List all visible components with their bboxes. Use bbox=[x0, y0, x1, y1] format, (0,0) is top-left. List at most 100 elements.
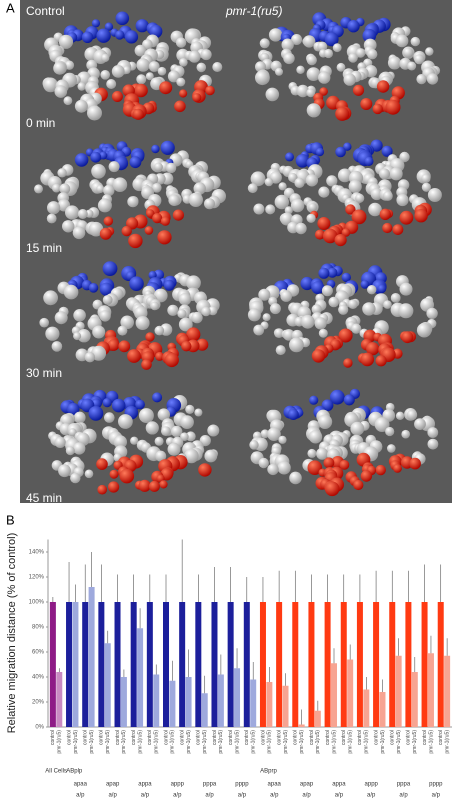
cell bbox=[171, 425, 183, 438]
time-label: 30 min bbox=[26, 366, 62, 380]
cell bbox=[306, 103, 321, 118]
cell bbox=[255, 70, 270, 86]
bar bbox=[217, 674, 224, 727]
cell bbox=[337, 168, 352, 183]
cell bbox=[46, 213, 57, 224]
cell bbox=[96, 458, 108, 470]
cell bbox=[109, 469, 119, 479]
cell bbox=[58, 34, 74, 49]
cell bbox=[314, 317, 327, 330]
cell bbox=[185, 404, 195, 414]
cell bbox=[152, 213, 163, 224]
cell bbox=[155, 351, 165, 361]
lineage-label: ABprp bbox=[260, 769, 277, 775]
x-tick-label: control bbox=[390, 730, 396, 745]
cell bbox=[106, 79, 117, 89]
cell bbox=[353, 479, 364, 491]
x-tick-label: pmr-1(ru5) bbox=[202, 730, 208, 754]
x-tick-label: pmr-1(ru5) bbox=[267, 730, 273, 754]
cell-label: apap bbox=[106, 782, 120, 788]
cell bbox=[249, 440, 259, 450]
cell bbox=[154, 162, 163, 172]
cell-sub-label: a/p bbox=[173, 793, 182, 799]
cell-label: pppa bbox=[397, 782, 411, 788]
cell bbox=[322, 228, 338, 244]
cell bbox=[157, 66, 167, 76]
cell bbox=[421, 173, 431, 184]
cell bbox=[379, 168, 390, 180]
cell bbox=[87, 105, 102, 121]
cell bbox=[300, 276, 314, 291]
cell bbox=[128, 233, 143, 249]
x-tick-label: control bbox=[99, 730, 105, 745]
bar bbox=[120, 677, 127, 727]
cell bbox=[278, 435, 287, 444]
cell bbox=[167, 70, 180, 83]
cell bbox=[191, 311, 203, 324]
time-label: 15 min bbox=[26, 241, 62, 255]
cell-sub-label: a/p bbox=[335, 793, 344, 799]
cell bbox=[151, 144, 160, 154]
cell bbox=[383, 300, 392, 309]
cell bbox=[91, 19, 100, 28]
x-tick-label: control bbox=[244, 730, 250, 745]
cell bbox=[92, 325, 106, 339]
cell bbox=[283, 52, 295, 65]
cell bbox=[212, 62, 223, 72]
cell bbox=[335, 106, 350, 121]
x-tick-label: pmr-1(ru5) bbox=[73, 730, 79, 754]
cell bbox=[108, 161, 120, 173]
cell bbox=[88, 283, 99, 293]
x-tick-label: control bbox=[196, 730, 202, 745]
panel-label: A bbox=[6, 0, 15, 15]
cell bbox=[247, 308, 261, 322]
x-tick-label: control bbox=[212, 730, 218, 745]
bar bbox=[82, 602, 89, 727]
cell bbox=[323, 457, 335, 469]
cell bbox=[204, 449, 218, 463]
cell bbox=[375, 355, 387, 367]
cell bbox=[61, 220, 75, 233]
cell bbox=[104, 22, 114, 31]
cell bbox=[427, 188, 442, 202]
cell bbox=[425, 47, 434, 56]
y-tick-label: 60% bbox=[32, 650, 45, 656]
bar bbox=[114, 602, 121, 727]
bar bbox=[185, 677, 192, 727]
cell bbox=[188, 192, 203, 207]
cell-label: pppa bbox=[203, 782, 217, 788]
y-axis-title: Relative migration distance (% of contro… bbox=[6, 533, 18, 734]
bar bbox=[356, 602, 363, 727]
cell bbox=[347, 20, 360, 33]
cell bbox=[265, 87, 280, 102]
cell bbox=[64, 60, 75, 70]
bar bbox=[389, 602, 396, 727]
cell bbox=[127, 349, 141, 363]
cell bbox=[360, 280, 370, 289]
cell bbox=[111, 91, 123, 102]
cell bbox=[427, 427, 439, 438]
cell bbox=[175, 37, 187, 48]
cell bbox=[338, 328, 353, 343]
cell bbox=[73, 332, 82, 341]
cell bbox=[77, 329, 91, 343]
cell-sub-label: a/p bbox=[399, 793, 408, 799]
bar bbox=[314, 710, 321, 727]
cell bbox=[154, 436, 164, 446]
cell bbox=[180, 415, 194, 429]
bar bbox=[179, 602, 186, 727]
cell bbox=[381, 145, 393, 157]
bar bbox=[427, 653, 434, 727]
cell bbox=[285, 152, 294, 162]
cell bbox=[88, 221, 104, 237]
cell bbox=[129, 276, 144, 292]
bar bbox=[243, 602, 250, 727]
bar bbox=[276, 602, 283, 727]
cell bbox=[427, 438, 439, 450]
cell bbox=[416, 322, 432, 338]
cell bbox=[382, 222, 393, 234]
x-tick-label: pmr-1(ru5) bbox=[396, 730, 402, 754]
cell bbox=[426, 307, 438, 320]
cell bbox=[172, 209, 184, 221]
cell bbox=[59, 183, 71, 195]
